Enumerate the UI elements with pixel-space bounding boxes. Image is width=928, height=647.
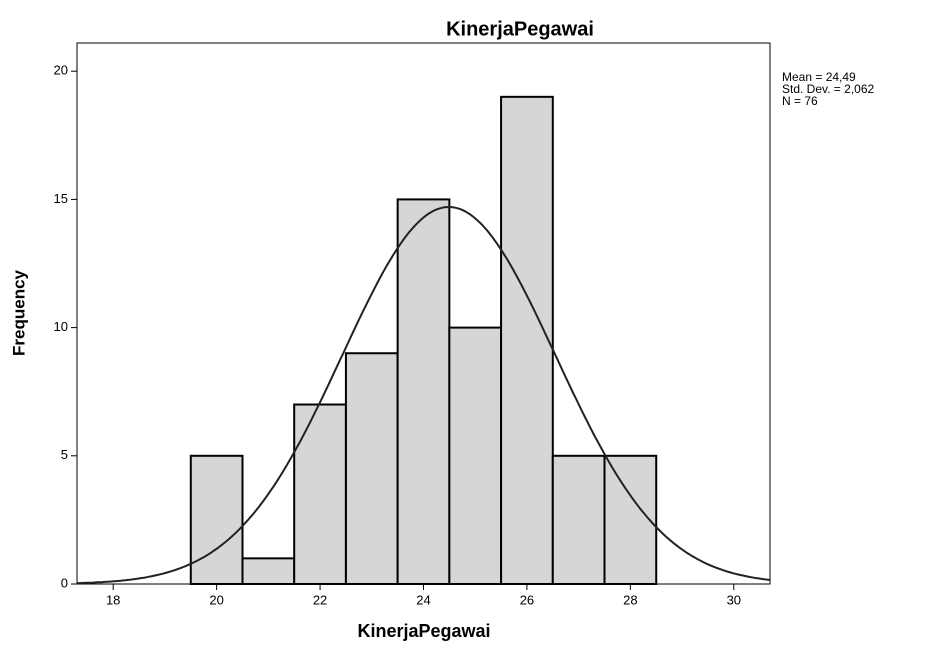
- bar: [553, 456, 605, 584]
- y-axis-label: Frequency: [9, 269, 28, 356]
- stat-label: N = 76: [782, 94, 818, 108]
- x-tick-label: 28: [623, 592, 637, 607]
- x-tick-label: 20: [209, 592, 223, 607]
- bar: [191, 456, 243, 584]
- chart-title: KinerjaPegawai: [446, 18, 594, 40]
- bar: [398, 199, 450, 584]
- bar: [242, 558, 294, 584]
- x-tick-label: 30: [727, 592, 741, 607]
- bar: [449, 328, 501, 584]
- x-tick-label: 26: [520, 592, 534, 607]
- y-tick-label: 15: [54, 191, 68, 206]
- x-tick-label: 18: [106, 592, 120, 607]
- bar: [501, 97, 553, 584]
- page: {"chart_data": {"type": "histogram", "ti…: [0, 0, 928, 647]
- y-tick-label: 5: [61, 447, 68, 462]
- bar: [294, 405, 346, 584]
- bar: [346, 353, 398, 584]
- y-tick-label: 0: [61, 575, 68, 590]
- y-tick-label: 20: [54, 63, 68, 78]
- chart: KinerjaPegawai KinerjaPegawai Frequency …: [0, 0, 928, 647]
- x-tick-label: 24: [416, 592, 430, 607]
- x-axis-label: KinerjaPegawai: [357, 621, 490, 641]
- x-tick-label: 22: [313, 592, 327, 607]
- y-tick-label: 10: [54, 319, 68, 334]
